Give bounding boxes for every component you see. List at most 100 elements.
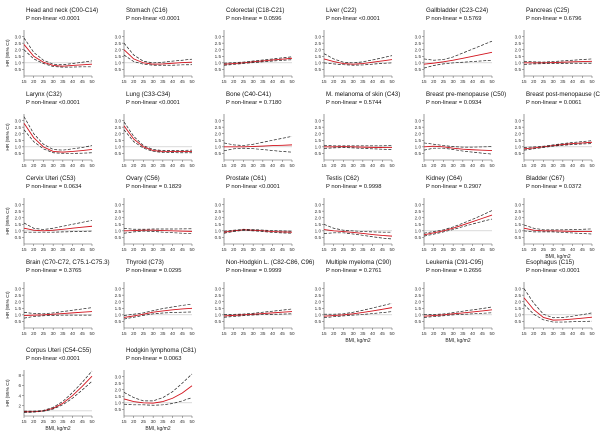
y-tick-label: 2.5 xyxy=(115,293,122,298)
y-tick-label: 2.5 xyxy=(315,293,322,298)
y-tick-label: 1.5 xyxy=(515,222,522,227)
x-tick-label: 40 xyxy=(70,163,76,168)
x-tick-label: 15 xyxy=(421,247,427,252)
panel-p-value: P non-linear = 0.0295 xyxy=(126,268,182,274)
panel-3: Liver (C22) P non-linear <0.0001 0.51.0 1.5… xyxy=(315,7,395,84)
lower-ci-line xyxy=(123,129,192,154)
x-tick-label: 35 xyxy=(560,79,566,84)
y-tick-label: 2.5 xyxy=(215,41,222,46)
y-tick-label: 1.0 xyxy=(15,145,22,150)
x-tick-label: 15 xyxy=(221,163,227,168)
x-tick-label: 30 xyxy=(551,79,557,84)
x-tick-label: 20 xyxy=(131,331,137,336)
x-tick-label: 20 xyxy=(531,79,537,84)
panel-title: Bladder (C67) xyxy=(526,175,565,182)
lower-ci-line xyxy=(23,380,93,413)
x-tick-label: 15 xyxy=(121,331,127,336)
x-tick-label: 35 xyxy=(60,163,66,168)
x-tick-label: 25 xyxy=(341,163,347,168)
panel-7: Lung (C33-C34) P non-linear <0.0001 0.51.0… xyxy=(115,91,195,168)
y-tick-label: 2.0 xyxy=(15,215,22,220)
y-tick-label: 3.0 xyxy=(515,202,522,207)
y-tick-label: 1.0 xyxy=(15,229,22,234)
y-tick-label: 1.0 xyxy=(415,145,422,150)
x-tick-label: 40 xyxy=(570,79,576,84)
x-tick-label: 50 xyxy=(489,79,495,84)
x-tick-label: 20 xyxy=(131,419,137,424)
x-tick-label: 45 xyxy=(80,419,86,424)
upper-ci-line xyxy=(223,135,293,146)
x-tick-label: 25 xyxy=(341,79,347,84)
y-tick-label: 1.0 xyxy=(115,313,122,318)
x-tick-label: 30 xyxy=(351,163,357,168)
x-tick-label: 50 xyxy=(589,163,595,168)
panel-25: Hodgkin lymphoma (C81) P non-linear = 0.0… xyxy=(115,347,197,432)
x-tick-label: 50 xyxy=(289,331,295,336)
y-tick-label: 2.0 xyxy=(115,387,122,392)
x-tick-label: 40 xyxy=(270,331,276,336)
x-tick-label: 35 xyxy=(160,331,166,336)
x-tick-label: 25 xyxy=(41,331,47,336)
panel-title: Head and neck (C00-C14) xyxy=(26,7,98,14)
x-tick-label: 50 xyxy=(389,79,395,84)
panel-title: Testis (C62) xyxy=(326,175,359,182)
x-tick-label: 35 xyxy=(260,331,266,336)
panel-16: Kidney (C64) P non-linear = 0.2907 0.51.0 1… xyxy=(415,175,495,252)
x-tick-label: 35 xyxy=(160,247,166,252)
y-tick-label: 3.0 xyxy=(215,286,222,291)
x-tick-label: 20 xyxy=(31,331,37,336)
y-tick-label: 2.5 xyxy=(315,41,322,46)
hr-estimate-line xyxy=(323,229,393,237)
x-tick-label: 25 xyxy=(141,247,147,252)
x-tick-label: 20 xyxy=(431,163,437,168)
y-tick-label: 1.0 xyxy=(515,313,522,318)
upper-ci-line xyxy=(523,58,593,63)
y-tick-label: 0.5 xyxy=(15,67,22,72)
x-tick-label: 50 xyxy=(389,247,395,252)
x-tick-label: 30 xyxy=(251,331,257,336)
x-tick-label: 50 xyxy=(189,79,195,84)
hr-estimate-line xyxy=(323,58,393,65)
x-tick-label: 30 xyxy=(551,331,557,336)
x-tick-label: 25 xyxy=(141,419,147,424)
y-tick-label: 1.5 xyxy=(315,138,322,143)
y-tick-label: 0.5 xyxy=(415,67,422,72)
x-tick-label: 30 xyxy=(51,247,57,252)
x-tick-label: 45 xyxy=(180,247,186,252)
y-tick-label: 0.5 xyxy=(15,151,22,156)
x-tick-label: 20 xyxy=(331,247,337,252)
x-tick-label: 45 xyxy=(480,163,486,168)
y-tick-label: 2.5 xyxy=(415,125,422,130)
y-tick-label: 2.0 xyxy=(515,299,522,304)
x-tick-label: 50 xyxy=(189,419,195,424)
x-tick-label: 40 xyxy=(170,331,176,336)
x-tick-label: 15 xyxy=(221,79,227,84)
x-tick-label: 45 xyxy=(180,79,186,84)
lower-ci-line xyxy=(423,147,493,155)
x-tick-label: 25 xyxy=(41,79,47,84)
x-tick-label: 30 xyxy=(551,163,557,168)
panel-p-value: P non-linear <0.0001 xyxy=(226,184,280,190)
panel-p-value: P non-linear = 0.5769 xyxy=(426,16,482,22)
x-tick-label: 40 xyxy=(70,331,76,336)
panel-p-value: P non-linear <0.0001 xyxy=(126,100,180,106)
upper-ci-line xyxy=(23,116,93,151)
y-tick-label: 0.5 xyxy=(115,151,122,156)
panel-1: Stomach (C16) P non-linear <0.0001 0.51.0 1… xyxy=(115,7,195,84)
panel-title: Corpus Uteri (C54-C55) xyxy=(26,347,91,354)
lower-ci-line xyxy=(123,397,193,406)
hr-estimate-line xyxy=(123,125,193,153)
y-tick-label: 1.0 xyxy=(315,313,322,318)
x-tick-label: 35 xyxy=(360,163,366,168)
x-tick-label: 30 xyxy=(151,247,157,252)
y-tick-label: 2.5 xyxy=(415,41,422,46)
x-tick-label: 35 xyxy=(60,247,66,252)
y-tick-label: 0.5 xyxy=(315,67,322,72)
y-tick-label: 0.5 xyxy=(215,319,222,324)
panel-title: Kidney (C64) xyxy=(426,175,462,182)
x-tick-label: 45 xyxy=(580,331,586,336)
panel-21: Multiple myeloma (C90) P non-linear = 0.2… xyxy=(315,259,395,344)
hr-estimate-line xyxy=(23,225,93,232)
y-tick-label: 1.0 xyxy=(315,145,322,150)
